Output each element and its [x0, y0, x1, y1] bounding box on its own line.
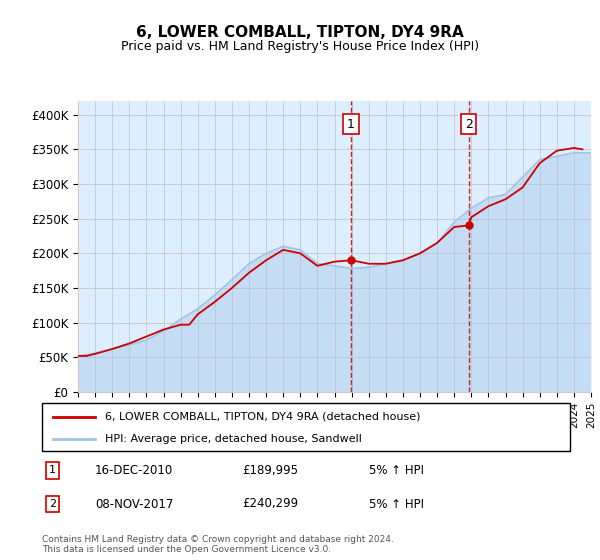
Text: 6, LOWER COMBALL, TIPTON, DY4 9RA (detached house): 6, LOWER COMBALL, TIPTON, DY4 9RA (detac…	[106, 412, 421, 422]
Text: 6, LOWER COMBALL, TIPTON, DY4 9RA: 6, LOWER COMBALL, TIPTON, DY4 9RA	[136, 25, 464, 40]
Text: HPI: Average price, detached house, Sandwell: HPI: Average price, detached house, Sand…	[106, 434, 362, 444]
Text: 16-DEC-2010: 16-DEC-2010	[95, 464, 173, 477]
Text: 08-NOV-2017: 08-NOV-2017	[95, 497, 173, 511]
Text: 2: 2	[49, 499, 56, 509]
Text: £240,299: £240,299	[242, 497, 299, 511]
Text: 2: 2	[465, 118, 473, 130]
Text: 1: 1	[49, 465, 56, 475]
Text: 5% ↑ HPI: 5% ↑ HPI	[370, 497, 424, 511]
Text: 1: 1	[347, 118, 355, 130]
Text: Contains HM Land Registry data © Crown copyright and database right 2024.
This d: Contains HM Land Registry data © Crown c…	[42, 535, 394, 554]
FancyBboxPatch shape	[42, 403, 570, 451]
Text: Price paid vs. HM Land Registry's House Price Index (HPI): Price paid vs. HM Land Registry's House …	[121, 40, 479, 53]
Text: £189,995: £189,995	[242, 464, 299, 477]
Text: 5% ↑ HPI: 5% ↑ HPI	[370, 464, 424, 477]
